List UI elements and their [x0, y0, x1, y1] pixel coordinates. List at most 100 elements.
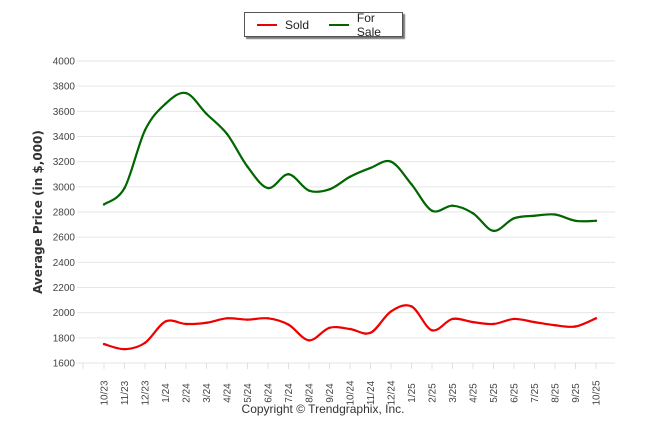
x-tick-label: 2/24	[182, 383, 193, 403]
data-point-sold	[164, 320, 167, 323]
data-point-sold	[246, 318, 249, 321]
data-point-sold	[430, 329, 434, 332]
data-point-for-sale	[328, 188, 331, 191]
data-point-for-sale	[471, 212, 475, 215]
x-tick-label: 11/23	[120, 380, 131, 405]
data-point-for-sale	[266, 186, 270, 190]
data-point-sold	[533, 320, 536, 324]
data-point-sold	[143, 341, 147, 345]
data-point-for-sale	[143, 129, 147, 132]
data-point-sold	[410, 305, 413, 308]
data-point-sold	[471, 320, 475, 324]
y-tick-label: 2400	[53, 258, 76, 269]
data-point-for-sale	[369, 166, 372, 170]
series-line-sold	[103, 304, 597, 351]
legend-item-for-sale[interactable]: For Sale	[329, 11, 402, 39]
data-point-sold	[205, 321, 208, 324]
x-tick-label: 12/24	[387, 380, 398, 405]
gridlines	[77, 60, 615, 364]
data-point-sold	[184, 322, 188, 326]
y-tick-label: 3600	[53, 107, 76, 118]
data-point-for-sale	[553, 213, 557, 216]
x-tick-label: 11/24	[366, 380, 377, 405]
data-point-sold	[328, 326, 331, 329]
data-point-for-sale	[184, 91, 188, 95]
y-tick-label: 2600	[53, 233, 76, 244]
y-axis-ticks: 1600 1800 2000 2200 2400 2600 2800 3000 3200 3400…	[53, 57, 76, 370]
data-point-for-sale	[512, 217, 516, 220]
data-point-sold	[574, 325, 577, 328]
x-tick-label: 7/24	[284, 383, 295, 403]
data-point-sold	[594, 317, 598, 320]
data-point-for-sale	[430, 209, 434, 212]
legend: Sold For Sale	[244, 11, 403, 39]
data-point-sold	[123, 347, 126, 351]
data-point-for-sale	[451, 204, 454, 207]
data-point-sold	[553, 324, 557, 327]
x-tick-label: 5/25	[489, 383, 500, 403]
data-point-for-sale	[410, 183, 413, 186]
y-tick-label: 3400	[53, 132, 76, 143]
data-point-sold	[287, 323, 290, 326]
x-axis-ticks: 10/23 11/23 12/23 1/24 2/24 3/24 4/24 5/24 6/24 7…	[82, 363, 603, 406]
data-point-sold	[369, 331, 372, 334]
data-point-for-sale	[205, 112, 208, 116]
y-tick-label: 1600	[53, 359, 76, 370]
x-tick-label: 10/25	[592, 380, 603, 405]
x-tick-label: 4/24	[223, 383, 234, 403]
data-point-sold	[389, 310, 393, 313]
data-point-for-sale	[389, 160, 393, 163]
y-tick-label: 3800	[53, 82, 76, 93]
data-point-for-sale	[307, 189, 311, 192]
data-point-sold	[451, 317, 454, 321]
x-tick-label: 3/24	[202, 383, 213, 403]
y-tick-label: 3000	[53, 182, 76, 193]
x-tick-label: 3/25	[448, 383, 459, 403]
data-point-for-sale	[492, 229, 495, 233]
y-tick-label: 1800	[53, 333, 76, 344]
data-point-sold	[492, 322, 495, 326]
x-tick-label: 8/25	[551, 383, 562, 403]
x-tick-label: 7/25	[530, 383, 541, 403]
x-tick-label: 2/25	[428, 383, 439, 403]
data-point-sold	[348, 327, 352, 331]
series-lines	[102, 91, 598, 351]
y-tick-label: 2000	[53, 308, 76, 319]
data-point-for-sale	[164, 102, 167, 105]
data-point-sold	[512, 317, 516, 321]
data-point-for-sale	[287, 173, 290, 176]
x-tick-label: 10/24	[346, 380, 357, 405]
data-point-for-sale	[102, 203, 106, 206]
y-axis-label: Average Price (in $,000)	[31, 130, 45, 294]
data-point-sold	[102, 342, 106, 346]
y-tick-label: 3200	[53, 157, 76, 168]
x-tick-label: 4/25	[469, 383, 480, 403]
x-tick-label: 8/24	[305, 383, 316, 403]
data-point-sold	[225, 317, 229, 320]
data-point-for-sale	[123, 186, 126, 190]
data-point-for-sale	[574, 219, 577, 223]
x-tick-label: 9/24	[325, 383, 336, 403]
legend-swatch-for-sale	[329, 23, 349, 26]
data-point-for-sale	[594, 219, 598, 223]
x-tick-label: 1/25	[407, 383, 418, 403]
legend-item-sold[interactable]: Sold	[257, 18, 309, 32]
data-point-for-sale	[348, 175, 352, 178]
x-tick-label: 6/25	[510, 383, 521, 403]
data-point-for-sale	[246, 165, 249, 168]
x-tick-label: 9/25	[571, 383, 582, 403]
copyright-text: Copyright © Trendgraphix, Inc.	[241, 402, 405, 416]
x-tick-label: 12/23	[141, 380, 152, 405]
data-point-for-sale	[533, 214, 536, 217]
data-point-for-sale	[225, 132, 229, 136]
data-point-sold	[266, 317, 270, 320]
legend-swatch-sold	[257, 23, 277, 26]
x-tick-label: 6/24	[264, 383, 275, 403]
x-tick-label: 5/24	[243, 383, 254, 403]
y-tick-label: 4000	[53, 57, 76, 68]
x-tick-label: 1/24	[161, 383, 172, 403]
data-point-sold	[307, 339, 311, 342]
y-tick-label: 2200	[53, 283, 76, 294]
legend-label-sold: Sold	[285, 17, 310, 32]
